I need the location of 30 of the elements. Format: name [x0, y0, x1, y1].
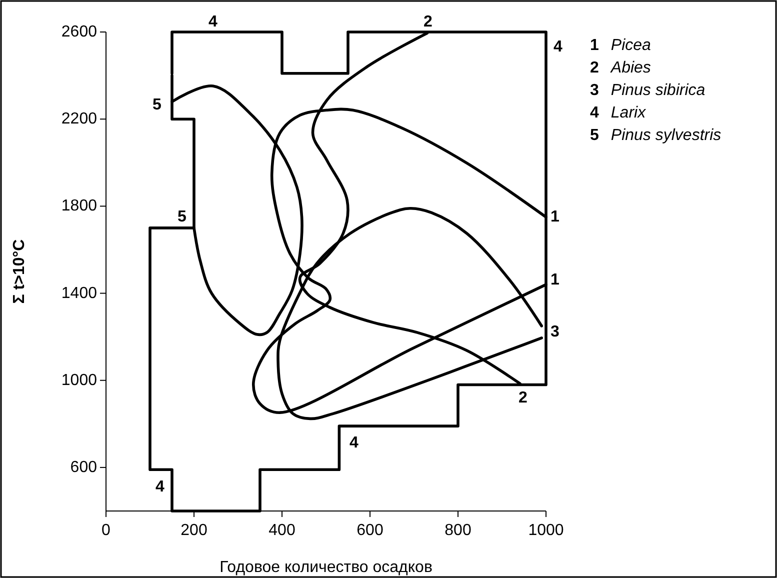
- text: 4: [554, 38, 563, 56]
- annotation: 4: [350, 434, 359, 452]
- text: 2: [424, 14, 433, 30]
- y-tick-label: 2200: [61, 110, 98, 128]
- annotation: 2: [518, 390, 528, 406]
- text: 1: [550, 208, 560, 226]
- text: 4: [208, 14, 218, 30]
- text: 1 Picea: [590, 36, 652, 54]
- text: 3 Pinus sibirica: [590, 82, 706, 98]
- x-tick-label: 200: [180, 522, 208, 539]
- annotation: 4: [156, 478, 165, 496]
- y-tick-label: 600: [70, 458, 98, 476]
- x-tick-label: 600: [356, 522, 384, 539]
- y-tick-label: 1400: [61, 284, 98, 302]
- text: 2 Abies: [590, 59, 651, 76]
- text: 1: [550, 272, 560, 288]
- y-axis-title: Σ t>10°C: [11, 238, 28, 304]
- y-tick-label: 1800: [61, 198, 98, 215]
- text: 3: [550, 324, 560, 340]
- x-tick-label: 400: [268, 522, 296, 539]
- x-axis-title: Годовое количество осадков: [220, 559, 432, 576]
- annotation: 5: [178, 208, 187, 226]
- x-tick-label: 1000: [528, 522, 564, 539]
- y-tick-label: 2600: [61, 24, 98, 40]
- y-tick-label: 1000: [61, 372, 98, 389]
- x-tick-label: 800: [444, 522, 472, 539]
- text: 4 Larix: [590, 104, 647, 121]
- x-tick-label: 0: [102, 522, 111, 539]
- text: 5 Pinus sylvestris: [590, 126, 722, 144]
- annotation: 5: [152, 96, 162, 114]
